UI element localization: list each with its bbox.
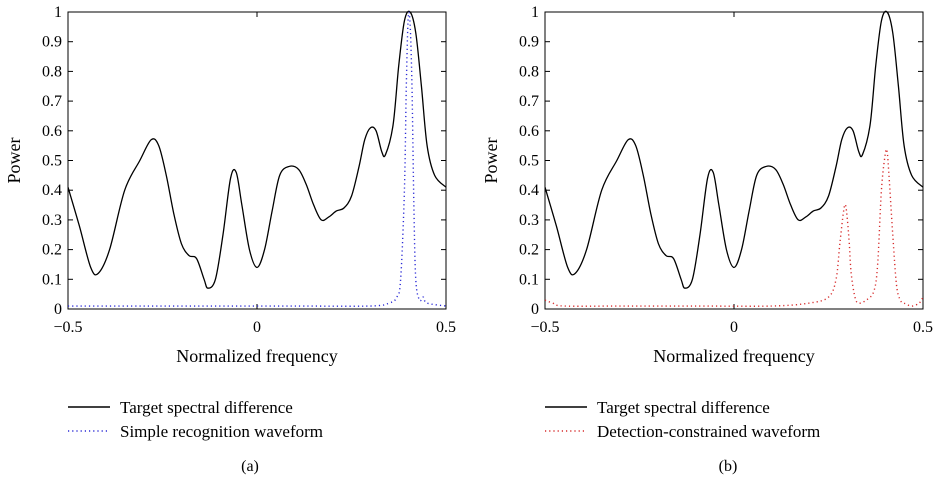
- x-axis-label: Normalized frequency: [176, 346, 337, 366]
- y-tick-label: 0: [531, 301, 539, 318]
- y-tick-label: 0: [54, 301, 62, 318]
- series-line-simple-recognition-waveform: [68, 11, 446, 307]
- x-tick-label: −0.5: [530, 319, 559, 336]
- y-tick-label: 0.5: [519, 153, 539, 170]
- y-tick-label: 1: [531, 4, 539, 21]
- y-tick-label: 0.2: [42, 242, 62, 259]
- x-tick-label: 0: [253, 319, 261, 336]
- y-tick-label: 0.7: [519, 93, 539, 110]
- y-tick-label: 0.4: [42, 182, 62, 199]
- plot-frame: [544, 11, 924, 310]
- series-line-detection-constrained-waveform: [545, 148, 923, 307]
- legend-entry: Simple recognition waveform: [120, 422, 323, 441]
- y-tick-label: 0.3: [42, 212, 62, 229]
- y-tick-label: 0.7: [42, 93, 62, 110]
- x-tick-label: 0.5: [436, 319, 456, 336]
- series-line-target-spectral-difference: [545, 10, 923, 289]
- legend-entry: Target spectral difference: [597, 398, 770, 417]
- panel-label: (b): [719, 458, 738, 475]
- y-tick-label: 0.5: [42, 153, 62, 170]
- x-tick-label: 0.5: [913, 319, 933, 336]
- y-tick-label: 0.8: [519, 63, 539, 80]
- y-tick-label: 0.2: [519, 242, 539, 259]
- legend-entry: Detection-constrained waveform: [597, 422, 820, 441]
- plot-frame: [67, 11, 447, 310]
- series-line-target-spectral-difference: [68, 10, 446, 289]
- x-axis-label: Normalized frequency: [653, 346, 814, 366]
- y-tick-label: 0.3: [519, 212, 539, 229]
- chart-panel-b: 00.10.20.30.40.50.60.70.80.91−0.5 0 0.5Nor…: [481, 4, 933, 475]
- y-tick-label: 0.9: [42, 34, 62, 51]
- y-tick-label: 0.6: [42, 123, 62, 140]
- y-axis-label: Power: [4, 138, 24, 184]
- chart-panel-a: 00.10.20.30.40.50.60.70.80.91−0.5 0 0.5Nor…: [4, 4, 456, 475]
- y-tick-label: 0.1: [42, 271, 62, 288]
- y-tick-label: 0.8: [42, 63, 62, 80]
- y-tick-label: 0.9: [519, 34, 539, 51]
- y-tick-label: 0.1: [519, 271, 539, 288]
- y-tick-label: 1: [54, 4, 62, 21]
- x-tick-label: −0.5: [53, 319, 82, 336]
- legend-entry: Target spectral difference: [120, 398, 293, 417]
- y-axis-label: Power: [481, 138, 501, 184]
- x-tick-label: 0: [730, 319, 738, 336]
- y-tick-label: 0.6: [519, 123, 539, 140]
- y-tick-label: 0.4: [519, 182, 539, 199]
- panel-label: (a): [241, 458, 259, 475]
